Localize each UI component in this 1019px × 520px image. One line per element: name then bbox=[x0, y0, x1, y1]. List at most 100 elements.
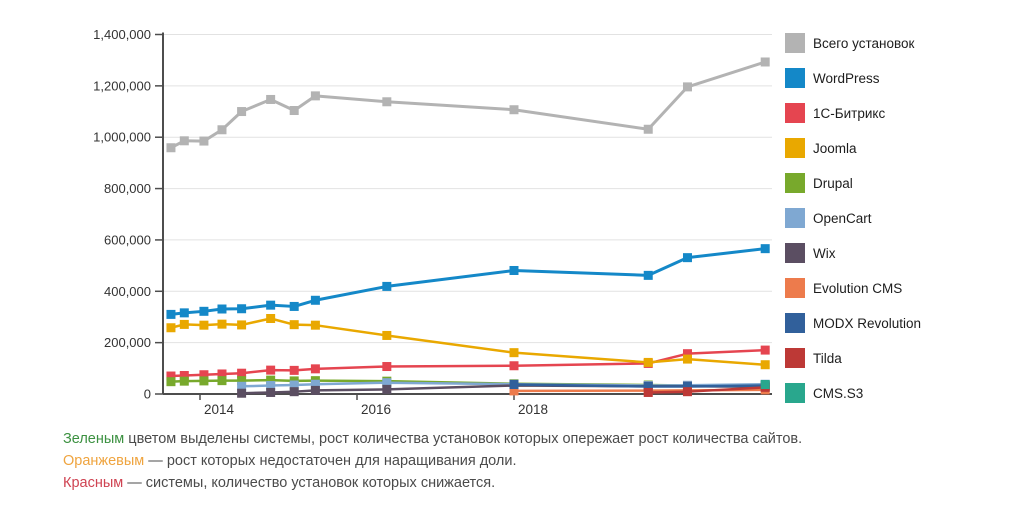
data-point-joomla bbox=[509, 348, 519, 358]
legend-item-total-installs: Всего установок bbox=[785, 33, 921, 53]
y-axis-ticks: 0 200,000 400,000 600,000 800,000 1,000,000 1,… bbox=[93, 27, 163, 402]
footnote-orange: Оранжевым — рост которых недостаточен дл… bbox=[63, 453, 963, 470]
data-point-total-installs bbox=[643, 124, 653, 134]
legend-swatch-icon bbox=[785, 103, 805, 123]
data-point-evolution-cms bbox=[509, 386, 519, 396]
data-point-opencart bbox=[237, 381, 247, 391]
legend-label: MODX Revolution bbox=[813, 315, 922, 331]
y-tick-label: 200,000 bbox=[104, 335, 151, 350]
data-point-wordpress bbox=[682, 253, 692, 263]
data-point-drupal bbox=[266, 375, 276, 385]
data-point-wordpress bbox=[509, 265, 519, 275]
data-point-joomla bbox=[166, 323, 176, 333]
legend-item-wix: Wix bbox=[785, 243, 921, 263]
data-point-bitrix bbox=[682, 349, 692, 359]
data-point-bitrix bbox=[166, 371, 176, 381]
legend-swatch-icon bbox=[785, 33, 805, 53]
legend-item-opencart: OpenCart bbox=[785, 208, 921, 228]
data-point-joomla bbox=[179, 319, 189, 329]
y-tick-label: 600,000 bbox=[104, 232, 151, 247]
chart-legend: Всего установок WordPress 1С-Битрикс Joomla… bbox=[785, 33, 921, 418]
legend-item-modx-revolution: MODX Revolution bbox=[785, 313, 921, 333]
data-point-opencart bbox=[382, 378, 392, 388]
data-point-wordpress bbox=[266, 300, 276, 310]
legend-label: Drupal bbox=[813, 175, 853, 191]
legend-label: Всего установок bbox=[813, 35, 915, 51]
gridlines bbox=[163, 34, 772, 344]
data-point-opencart bbox=[266, 381, 276, 391]
data-point-joomla bbox=[682, 354, 692, 364]
data-point-drupal bbox=[179, 376, 189, 386]
legend-swatch-icon bbox=[785, 68, 805, 88]
data-point-total-installs bbox=[266, 94, 276, 104]
legend-label: 1С-Битрикс bbox=[813, 105, 886, 121]
data-point-joomla bbox=[237, 320, 247, 330]
legend-item-bitrix: 1С-Битрикс bbox=[785, 103, 921, 123]
footnote-green-text: цветом выделены системы, рост количества… bbox=[124, 431, 803, 447]
footnote-red-text: — системы, количество установок которых … bbox=[123, 475, 496, 491]
legend-label: Joomla bbox=[813, 140, 857, 156]
series-bitrix bbox=[166, 345, 770, 381]
y-tick-label: 1,000,000 bbox=[93, 130, 151, 145]
footnotes: Зеленым цветом выделены системы, рост ко… bbox=[63, 431, 963, 497]
data-point-wordpress bbox=[237, 304, 247, 314]
data-point-total-installs bbox=[217, 125, 227, 135]
data-point-total-installs bbox=[237, 107, 247, 117]
footnote-green-lead: Зеленым bbox=[63, 431, 125, 447]
data-point-total-installs bbox=[682, 82, 692, 92]
data-point-wordpress bbox=[199, 306, 209, 316]
legend-swatch-icon bbox=[785, 243, 805, 263]
legend-item-evolution-cms: Evolution CMS bbox=[785, 278, 921, 298]
data-point-wordpress bbox=[179, 308, 189, 318]
legend-label: Evolution CMS bbox=[813, 280, 903, 296]
data-point-wordpress bbox=[166, 309, 176, 319]
legend-label: OpenCart bbox=[813, 210, 872, 226]
legend-swatch-icon bbox=[785, 173, 805, 193]
legend-swatch-icon bbox=[785, 208, 805, 228]
data-point-bitrix bbox=[289, 365, 299, 375]
legend-item-cms-s3: CMS.S3 bbox=[785, 383, 921, 403]
axes bbox=[162, 32, 772, 395]
series-joomla bbox=[166, 314, 770, 370]
data-point-bitrix bbox=[266, 365, 276, 375]
data-point-bitrix bbox=[179, 371, 189, 381]
footnote-orange-lead: Оранжевым bbox=[63, 453, 145, 469]
footnote-orange-text: — рост которых недостаточен для наращива… bbox=[144, 453, 517, 469]
data-point-total-installs bbox=[289, 106, 299, 116]
legend-item-joomla: Joomla bbox=[785, 138, 921, 158]
data-point-wordpress bbox=[643, 270, 653, 280]
data-point-wordpress bbox=[217, 304, 227, 314]
y-tick-label: 0 bbox=[144, 387, 151, 402]
y-tick-label: 1,200,000 bbox=[93, 78, 151, 93]
data-point-bitrix bbox=[382, 362, 392, 372]
x-tick-label: 2014 bbox=[204, 402, 235, 417]
data-point-joomla bbox=[643, 357, 653, 367]
x-tick-label: 2018 bbox=[518, 402, 548, 417]
series-cms-s3 bbox=[760, 379, 770, 389]
legend-swatch-icon bbox=[785, 278, 805, 298]
data-point-modx-revolution bbox=[509, 379, 519, 389]
footnote-red-lead: Красным bbox=[63, 475, 124, 491]
legend-swatch-icon bbox=[785, 348, 805, 368]
data-point-joomla bbox=[289, 320, 299, 330]
data-point-drupal bbox=[199, 376, 209, 386]
data-point-wordpress bbox=[310, 295, 320, 305]
data-point-wix bbox=[237, 388, 247, 398]
data-point-joomla bbox=[382, 330, 392, 340]
cms-installs-line-chart: 0 200,000 400,000 600,000 800,000 1,000,000 1,… bbox=[93, 27, 772, 417]
x-tick-label: 2016 bbox=[361, 402, 391, 417]
data-point-bitrix bbox=[237, 368, 247, 378]
data-point-modx-revolution bbox=[682, 382, 692, 392]
data-point-joomla bbox=[217, 319, 227, 329]
data-point-opencart bbox=[289, 380, 299, 390]
data-point-wix bbox=[310, 385, 320, 395]
legend-label: CMS.S3 bbox=[813, 385, 864, 401]
footnote-green: Зеленым цветом выделены системы, рост ко… bbox=[63, 431, 963, 448]
data-point-tilda bbox=[643, 387, 653, 397]
legend-label: Tilda bbox=[813, 350, 842, 366]
data-point-opencart bbox=[310, 379, 320, 389]
data-point-total-installs bbox=[382, 97, 392, 107]
data-point-total-installs bbox=[509, 105, 519, 115]
legend-item-drupal: Drupal bbox=[785, 173, 921, 193]
y-tick-label: 400,000 bbox=[104, 284, 151, 299]
